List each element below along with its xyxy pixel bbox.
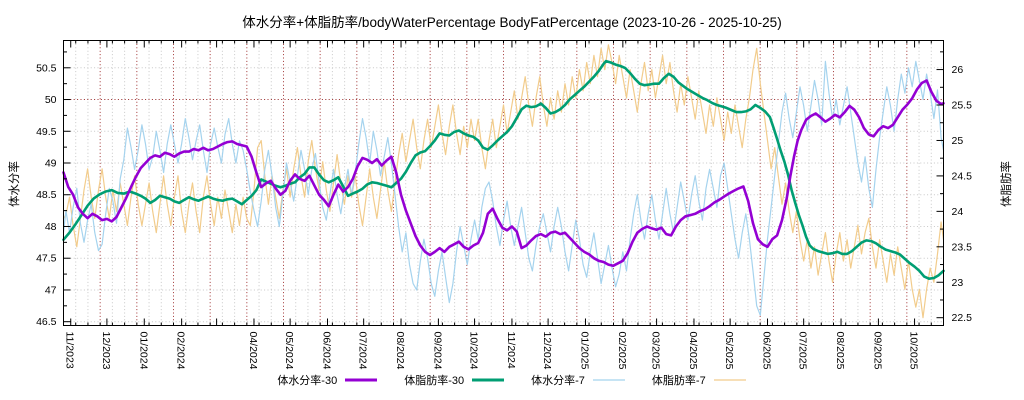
- x-tick-label: 01/2025: [578, 332, 590, 370]
- y-right-tick-label: 24: [952, 206, 964, 218]
- y-right-tick-label: 24.5: [952, 170, 973, 182]
- x-tick-label: 05/2024: [283, 332, 295, 370]
- y-left-tick-label: 46.5: [36, 316, 57, 328]
- legend-entry-体水分率-7: 体水分率-7: [531, 372, 626, 388]
- x-tick-label: 10/2025: [908, 332, 920, 370]
- x-tick-label: 09/2024: [431, 332, 443, 370]
- x-tick-label: 08/2024: [394, 332, 406, 370]
- legend-label: 体水分率-30: [277, 375, 338, 387]
- x-tick-label: 11/2023: [64, 332, 76, 369]
- y-left-tick-label: 50.5: [36, 62, 57, 74]
- x-tick-label: 08/2025: [834, 332, 846, 370]
- legend-entry-体水分率-30: 体水分率-30: [277, 372, 378, 388]
- x-tick-label: 06/2024: [321, 332, 333, 370]
- y-left-tick-label: 49: [45, 158, 57, 170]
- x-tick-label: 02/2025: [616, 332, 628, 370]
- series-体水分率-30: [62, 79, 945, 268]
- chart-title: 体水分率+体脂肪率/bodyWaterPercentage BodyFatPer…: [242, 15, 782, 30]
- y-right-tick-label: 23: [952, 277, 964, 289]
- legend-line-sample: [592, 379, 625, 381]
- legend-line-sample: [713, 379, 746, 381]
- legend-line-sample: [345, 378, 378, 382]
- y-left-tick-label: 48.5: [36, 189, 57, 201]
- legend-entry-体脂肪率-30: 体脂肪率-30: [404, 372, 505, 388]
- y-left-tick-label: 47.5: [36, 253, 57, 265]
- x-tick-label: 05/2025: [723, 332, 735, 370]
- y-right-tick-label: 25.5: [952, 100, 973, 112]
- y-right-tick-label: 25: [952, 135, 964, 147]
- x-tick-label: 03/2025: [650, 332, 662, 370]
- y-right-tick-label: 26: [952, 64, 964, 76]
- legend-entry-体脂肪率-7: 体脂肪率-7: [652, 372, 747, 388]
- y-left-tick-label: 49.5: [36, 126, 57, 138]
- y-right-tick-label: 22.5: [952, 312, 973, 324]
- series-体脂肪率-30: [62, 59, 945, 281]
- y-right-tick-label: 23.5: [952, 241, 973, 253]
- y-left-tick-label: 48: [45, 221, 57, 233]
- x-tick-label: 07/2025: [797, 332, 809, 370]
- y-left-tick-label: 50: [45, 94, 57, 106]
- legend-line-sample: [472, 378, 505, 382]
- x-tick-label: 09/2025: [871, 332, 883, 370]
- series-体脂肪率-7: [62, 44, 945, 319]
- x-tick-label: 04/2025: [687, 332, 699, 370]
- x-tick-label: 10/2024: [468, 332, 480, 370]
- legend: 体水分率-30 体脂肪率-30 体水分率-7 体脂肪率-7: [0, 372, 1024, 388]
- x-tick-label: 04/2024: [247, 332, 259, 370]
- x-tick-label: 11/2024: [505, 332, 517, 369]
- series-体水分率-7: [62, 60, 945, 316]
- x-tick-label: 02/2024: [175, 332, 187, 370]
- x-tick-label: 01/2024: [137, 332, 149, 370]
- x-tick-label: 12/2023: [100, 332, 112, 370]
- legend-label: 体脂肪率-30: [404, 375, 465, 387]
- x-tick-label: 06/2025: [761, 332, 773, 370]
- x-tick-label: 12/2024: [541, 332, 553, 370]
- legend-label: 体脂肪率-7: [651, 375, 706, 387]
- legend-label: 体水分率-7: [531, 375, 585, 387]
- x-tick-label: 07/2024: [357, 332, 369, 370]
- y-left-tick-label: 47: [45, 284, 57, 296]
